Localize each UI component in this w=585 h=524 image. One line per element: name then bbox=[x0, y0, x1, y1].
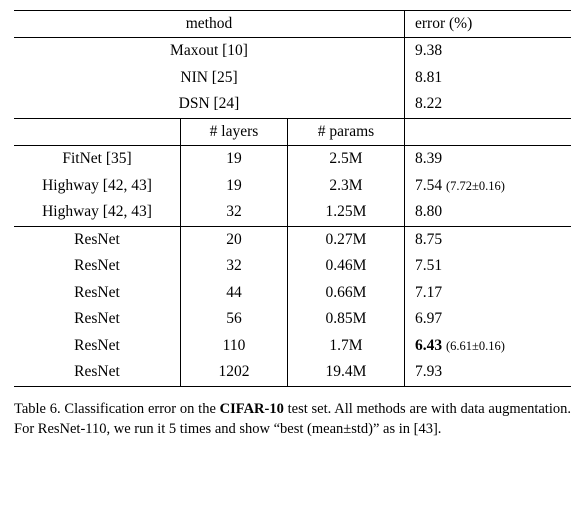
layers-cell: 110 bbox=[181, 333, 288, 359]
layers-cell: 19 bbox=[181, 146, 288, 173]
layers-cell: 32 bbox=[181, 253, 288, 279]
params-cell: 2.5M bbox=[288, 146, 405, 173]
method-cell: Highway [42, 43] bbox=[14, 199, 181, 226]
error-cell: 8.75 bbox=[405, 226, 572, 253]
method-cell: NIN [25] bbox=[14, 65, 405, 91]
error-cell: 8.22 bbox=[405, 91, 572, 118]
header-method: method bbox=[14, 11, 405, 38]
caption-prefix: Table 6. Classification error on the bbox=[14, 401, 220, 417]
error-cell: 7.51 bbox=[405, 253, 572, 279]
params-cell: 0.27M bbox=[288, 226, 405, 253]
error-cell: 7.93 bbox=[405, 359, 572, 386]
error-cell: 8.80 bbox=[405, 199, 572, 226]
method-cell: ResNet bbox=[14, 359, 181, 386]
params-cell: 0.46M bbox=[288, 253, 405, 279]
params-cell: 2.3M bbox=[288, 173, 405, 199]
method-cell: Highway [42, 43] bbox=[14, 173, 181, 199]
subheader-blank bbox=[14, 118, 181, 145]
layers-cell: 32 bbox=[181, 199, 288, 226]
method-cell: ResNet bbox=[14, 226, 181, 253]
results-table: method error (%) Maxout [10] 9.38 NIN [2… bbox=[14, 10, 571, 387]
header-params: # params bbox=[288, 118, 405, 145]
layers-cell: 56 bbox=[181, 306, 288, 332]
method-cell: DSN [24] bbox=[14, 91, 405, 118]
layers-cell: 19 bbox=[181, 173, 288, 199]
header-error: error (%) bbox=[405, 11, 572, 38]
subheader-blank-err bbox=[405, 118, 572, 145]
params-cell: 0.85M bbox=[288, 306, 405, 332]
method-cell: Maxout [10] bbox=[14, 38, 405, 65]
params-cell: 1.25M bbox=[288, 199, 405, 226]
params-cell: 0.66M bbox=[288, 280, 405, 306]
error-cell: 8.39 bbox=[405, 146, 572, 173]
error-cell: 7.17 bbox=[405, 280, 572, 306]
error-cell: 6.97 bbox=[405, 306, 572, 332]
method-cell: ResNet bbox=[14, 306, 181, 332]
layers-cell: 44 bbox=[181, 280, 288, 306]
header-layers: # layers bbox=[181, 118, 288, 145]
error-cell: 9.38 bbox=[405, 38, 572, 65]
caption-bold: CIFAR-10 bbox=[220, 401, 284, 417]
method-cell: FitNet [35] bbox=[14, 146, 181, 173]
params-cell: 1.7M bbox=[288, 333, 405, 359]
method-cell: ResNet bbox=[14, 333, 181, 359]
layers-cell: 1202 bbox=[181, 359, 288, 386]
method-cell: ResNet bbox=[14, 253, 181, 279]
error-cell: 8.81 bbox=[405, 65, 572, 91]
layers-cell: 20 bbox=[181, 226, 288, 253]
method-cell: ResNet bbox=[14, 280, 181, 306]
table-caption: Table 6. Classification error on the CIF… bbox=[14, 399, 571, 440]
error-cell: 7.54 (7.72±0.16) bbox=[405, 173, 572, 199]
params-cell: 19.4M bbox=[288, 359, 405, 386]
error-cell: 6.43 (6.61±0.16) bbox=[405, 333, 572, 359]
